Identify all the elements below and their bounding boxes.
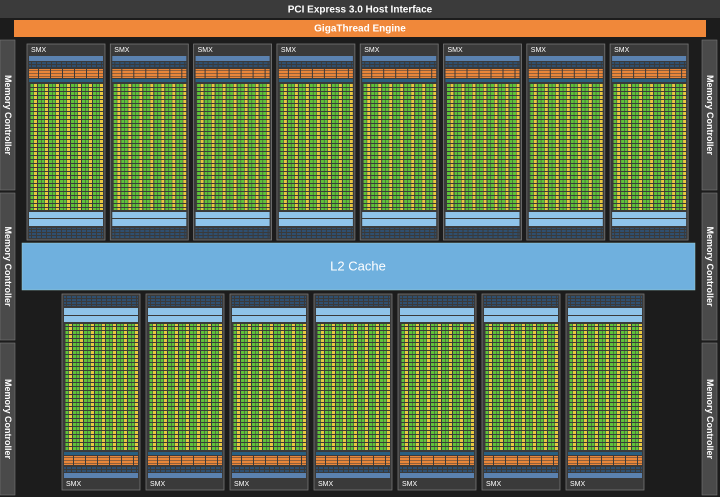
smx-label: SMX [114,47,130,54]
smx-label: SMX [66,481,82,488]
memory-controller-label: Memory Controller [705,379,715,460]
smx-label: SMX [486,481,502,488]
memory-controller-label: Memory Controller [3,226,13,307]
smx-bottom [313,293,393,491]
memory-controller [701,39,718,191]
l2-label: L2 Cache [330,258,386,273]
memory-controller-label: Memory Controller [705,75,715,156]
memory-controller [701,192,718,341]
memory-controller [0,342,16,496]
smx-top [193,43,273,241]
smx-label: SMX [402,481,418,488]
smx-bottom [565,293,645,491]
smx-top [26,43,106,241]
smx-bottom [481,293,561,491]
smx-label: SMX [448,47,464,54]
smx-label: SMX [234,481,250,488]
smx-top [109,43,189,241]
smx-top [359,43,439,241]
memory-controller [701,342,718,496]
l2-cache [21,242,696,291]
smx-top [609,43,689,241]
smx-bottom [397,293,477,491]
smx-bottom [145,293,225,491]
pcie-label: PCI Express 3.0 Host Interface [288,5,433,16]
smx-bottom [61,293,141,491]
smx-label: SMX [570,481,586,488]
smx-top [526,43,606,241]
gigathread-label: GigaThread Engine [314,24,406,35]
smx-label: SMX [531,47,547,54]
memory-controller-label: Memory Controller [3,75,13,156]
gigathread-bar [14,20,706,37]
smx-label: SMX [198,47,214,54]
pcie-bar [0,0,720,18]
memory-controller-label: Memory Controller [705,226,715,307]
memory-controller [0,39,16,191]
smx-label: SMX [150,481,166,488]
memory-controller [0,192,16,341]
smx-label: SMX [318,481,334,488]
smx-label: SMX [281,47,297,54]
smx-label: SMX [31,47,47,54]
smx-bottom [229,293,309,491]
smx-label: SMX [614,47,630,54]
memory-controller-label: Memory Controller [3,379,13,460]
smx-top [276,43,356,241]
smx-top [443,43,522,241]
smx-label: SMX [364,47,380,54]
